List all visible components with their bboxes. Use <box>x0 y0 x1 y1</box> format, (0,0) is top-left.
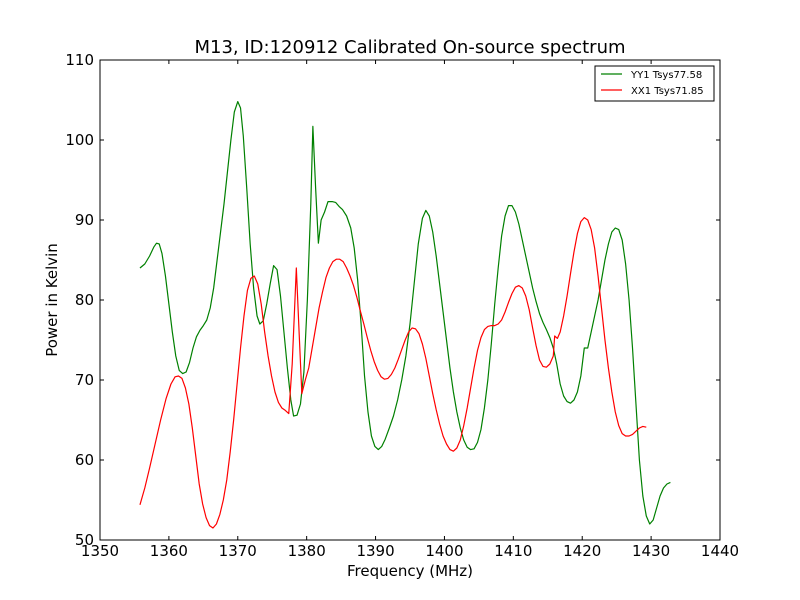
x-tick-label: 1370 <box>219 542 257 560</box>
x-tick-label: 1430 <box>632 542 670 560</box>
legend-box <box>594 65 715 102</box>
ticks-layer: 1350 1360 1370 1380 1390 1400 1410 1420 1430 1440… <box>65 51 739 560</box>
x-tick-label: 1360 <box>150 542 188 560</box>
y-tick-label: 110 <box>65 51 94 69</box>
series-line-xx1 <box>139 217 647 529</box>
x-tick-label: 1420 <box>563 542 601 560</box>
x-tick-label: 1380 <box>288 542 326 560</box>
y-tick-label: 70 <box>75 371 94 389</box>
legend-label-yy1: YY1 Tsys77.58 <box>630 70 702 81</box>
series-line-yy1 <box>139 101 671 525</box>
x-axis-title: Frequency (MHz) <box>347 562 473 580</box>
x-tick-label: 1440 <box>701 542 739 560</box>
x-tick-label: 1390 <box>356 542 394 560</box>
x-tick-label: 1350 <box>81 542 119 560</box>
chart-title: M13, ID:120912 Calibrated On-source spec… <box>194 37 625 58</box>
y-tick-label: 80 <box>75 291 94 309</box>
y-tick-label: 100 <box>65 131 94 149</box>
series-layer <box>139 101 671 529</box>
x-tick-label: 1410 <box>494 542 532 560</box>
legend: YY1 Tsys77.58 XX1 Tsys71.85 <box>594 65 715 102</box>
y-tick-label: 90 <box>75 211 94 229</box>
y-axis-title: Power in Kelvin <box>43 243 61 357</box>
y-tick-label: 50 <box>75 531 94 549</box>
x-tick-label: 1400 <box>425 542 463 560</box>
legend-label-xx1: XX1 Tsys71.85 <box>631 86 704 97</box>
y-tick-label: 60 <box>75 451 94 469</box>
